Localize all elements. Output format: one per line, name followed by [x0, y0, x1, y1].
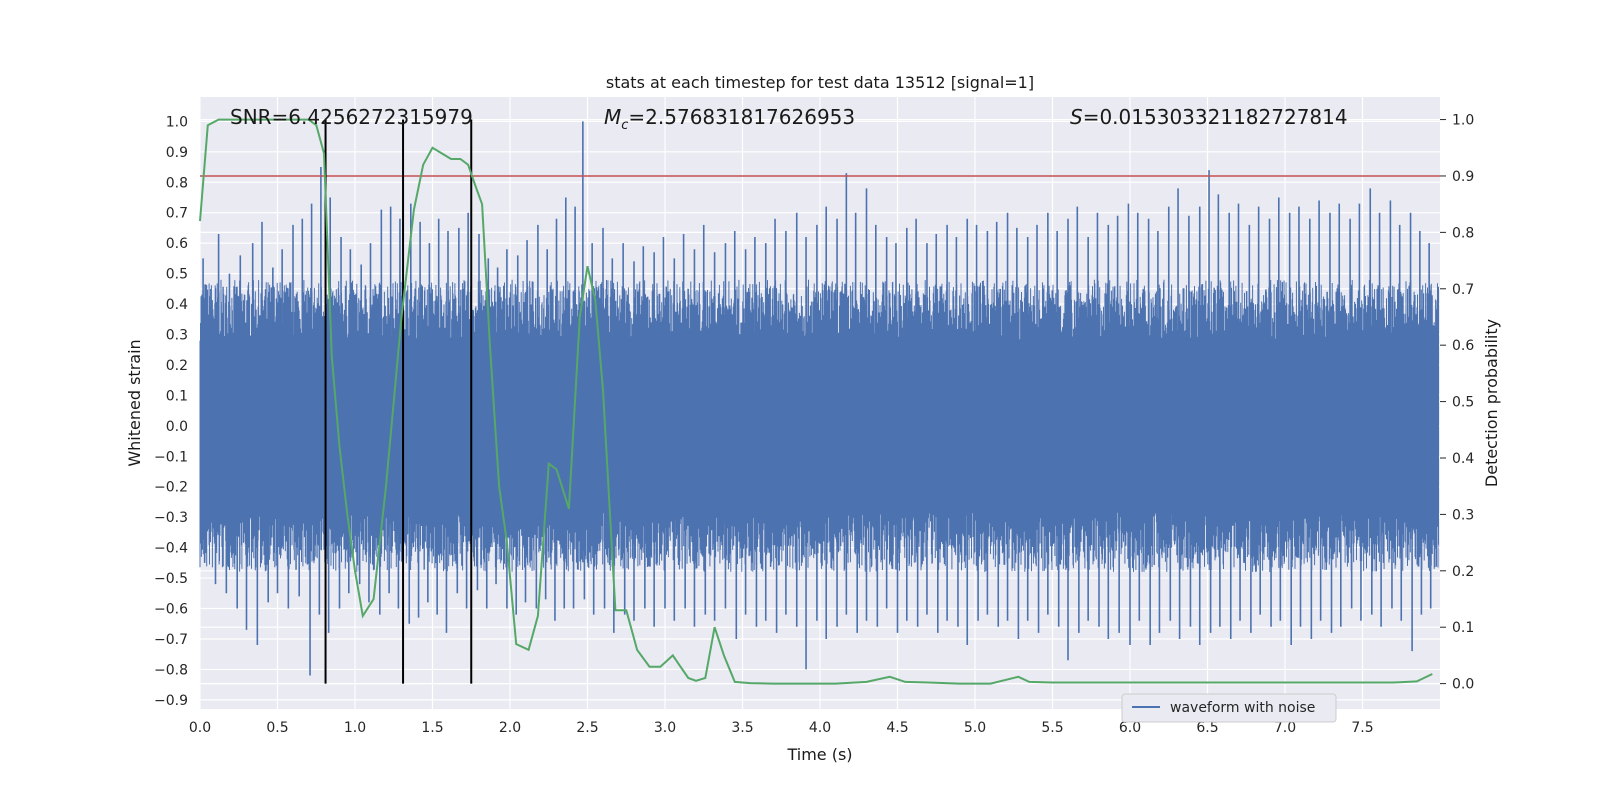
- x-tick-label: 4.0: [809, 720, 831, 736]
- x-tick-label: 1.5: [421, 720, 443, 736]
- y2-tick-label: 0.2: [1452, 564, 1474, 580]
- x-tick-label: 0.5: [266, 720, 288, 736]
- y2-tick-label: 0.3: [1452, 507, 1474, 523]
- y-tick-label: −0.8: [154, 662, 188, 678]
- y-tick-label: −0.3: [154, 510, 188, 526]
- y-tick-label: −0.9: [154, 693, 188, 709]
- x-tick-label: 6.5: [1196, 720, 1218, 736]
- y-tick-label: 0.7: [166, 206, 188, 222]
- y-tick-label: −0.2: [154, 480, 188, 496]
- s-annotation: S=0.015303321182727814: [1070, 105, 1348, 129]
- y-tick-label: −0.7: [154, 632, 188, 648]
- y-tick-label: 0.2: [166, 358, 188, 374]
- y-axis-label: Whitened strain: [125, 339, 144, 466]
- legend-entry: waveform with noise: [1170, 700, 1315, 716]
- x-tick-label: 5.0: [964, 720, 986, 736]
- y2-tick-label: 0.6: [1452, 338, 1474, 354]
- y-tick-label: −0.1: [154, 449, 188, 465]
- x-tick-label: 2.5: [576, 720, 598, 736]
- y-tick-label: 0.3: [166, 327, 188, 343]
- x-tick-label: 5.5: [1041, 720, 1063, 736]
- x-tick-label: 2.0: [499, 720, 521, 736]
- waveform-band: [200, 340, 1438, 512]
- y-tick-label: 0.4: [166, 297, 188, 313]
- waveform-series: [199, 121, 1439, 676]
- detection-probability-series: [199, 118, 1433, 685]
- chart-title: stats at each timestep for test data 135…: [606, 73, 1034, 92]
- x-tick-label: 3.0: [654, 720, 676, 736]
- x-axis-label: Time (s): [786, 745, 852, 764]
- y2-tick-label: 0.8: [1452, 225, 1474, 241]
- y2-tick-label: 1.0: [1452, 113, 1474, 129]
- snr-annotation: SNR=6.4256272315979: [230, 105, 473, 129]
- x-tick-label: 4.5: [886, 720, 908, 736]
- x-tick-label: 0.0: [189, 720, 211, 736]
- x-tick-label: 6.0: [1119, 720, 1141, 736]
- y-tick-label: −0.6: [154, 602, 188, 618]
- y-tick-label: −0.5: [154, 571, 188, 587]
- y-tick-label: −0.4: [154, 541, 188, 557]
- y-tick-label: 0.1: [166, 388, 188, 404]
- y-tick-label: 0.0: [166, 419, 188, 435]
- y2-tick-label: 0.1: [1452, 620, 1474, 636]
- y-tick-label: 1.0: [166, 114, 188, 130]
- detection-probability-line: [199, 118, 1433, 685]
- legend-box: [1121, 693, 1337, 723]
- ticks: −0.9 −0.8 −0.7 −0.6 −0.5 −0.4 −0.3 −0.2 −0.1 0.0 0…: [154, 113, 1474, 736]
- y2-tick-label: 0.4: [1452, 451, 1474, 467]
- y2-axis-label: Detection probability: [1482, 319, 1501, 487]
- x-tick-label: 7.5: [1351, 720, 1373, 736]
- y-tick-label: 0.5: [166, 267, 188, 283]
- x-tick-label: 7.0: [1274, 720, 1296, 736]
- y2-tick-label: 0.5: [1452, 395, 1474, 411]
- y-tick-label: 0.6: [166, 236, 188, 252]
- y2-tick-label: 0.0: [1452, 677, 1474, 693]
- legend: waveform with noise: [1121, 693, 1337, 723]
- mc-annotation: Mc=2.576831817626953: [604, 105, 855, 133]
- y2-tick-label: 0.9: [1452, 169, 1474, 185]
- x-tick-label: 3.5: [731, 720, 753, 736]
- y-tick-label: 0.9: [166, 145, 188, 161]
- y-tick-label: 0.8: [166, 175, 188, 191]
- y2-tick-label: 0.7: [1452, 282, 1474, 298]
- x-tick-label: 1.0: [344, 720, 366, 736]
